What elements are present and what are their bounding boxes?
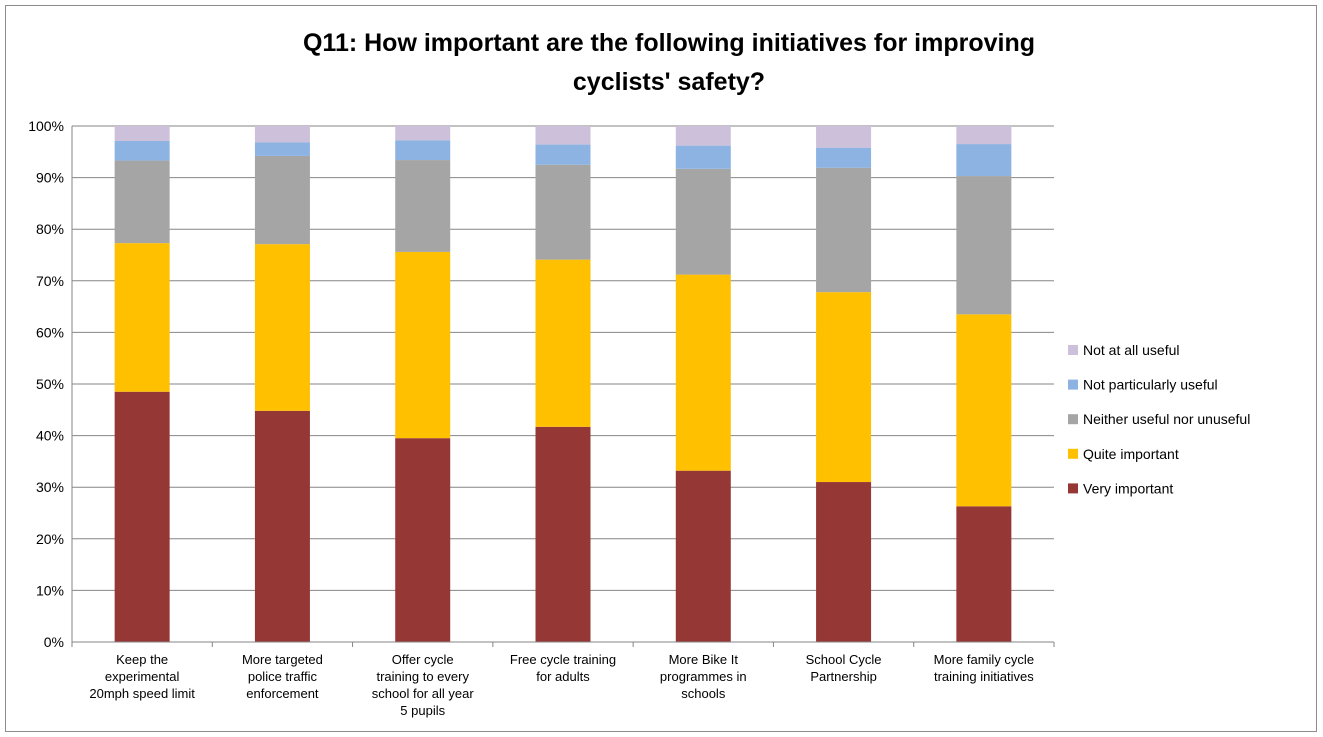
x-tick-label: Offer cycle: [392, 652, 454, 667]
bar-segment: [816, 147, 872, 168]
y-tick-label: 90%: [36, 170, 64, 186]
y-tick-label: 60%: [36, 324, 64, 340]
x-tick-label: 20mph speed limit: [89, 686, 195, 701]
bar-segment: [114, 243, 170, 392]
bar-segment: [675, 168, 731, 275]
chart-title-line-1: Q11: How important are the following ini…: [303, 29, 1035, 57]
legend-label: Not at all useful: [1083, 342, 1180, 358]
chart-title: Q11: How important are the following ini…: [303, 29, 1035, 96]
bar-segment: [114, 126, 170, 141]
x-axis: Keep the experimental 20mph speed limit Mor…: [71, 641, 1055, 718]
y-tick-label: 10%: [36, 582, 64, 598]
x-tick-label: for adults: [536, 669, 590, 684]
stacked-bar-chart: Q11: How important are the following ini…: [28, 29, 1250, 718]
y-tick-label: 100%: [28, 118, 64, 134]
bar-segment: [675, 145, 731, 169]
bar-segment: [254, 410, 310, 642]
x-tick-label: school for all year: [372, 686, 475, 701]
bar-segment: [114, 140, 170, 161]
bar-segment: [816, 292, 872, 483]
bar-segment: [675, 126, 731, 146]
bar-segment: [395, 438, 451, 642]
legend-swatch: [1068, 414, 1078, 425]
x-tick-label: experimental: [105, 669, 180, 684]
bar-segment: [114, 391, 170, 642]
bar-segment: [395, 160, 451, 252]
bar-segment: [395, 126, 451, 141]
bar-segment: [535, 426, 591, 642]
legend-label: Very important: [1083, 480, 1173, 496]
x-tick-label: training to every: [376, 669, 469, 684]
bar-segment: [254, 155, 310, 245]
bar-segment: [675, 274, 731, 471]
x-tick-label: School Cycle: [806, 652, 882, 667]
y-axis: 0% 10% 20% 30% 40% 50% 60% 70% 80% 90% 100%: [28, 118, 73, 650]
legend-label: Neither useful nor unuseful: [1083, 411, 1250, 427]
x-tick-label: training initiatives: [934, 669, 1034, 684]
bar-segment: [254, 142, 310, 156]
bar-segment: [956, 126, 1012, 145]
bar-segment: [535, 126, 591, 145]
bar-segment: [254, 244, 310, 411]
legend-label: Not particularly useful: [1083, 377, 1218, 393]
y-tick-label: 20%: [36, 531, 64, 547]
chart-title-line-2: cyclists' safety?: [573, 68, 765, 96]
x-tick-label: enforcement: [246, 686, 319, 701]
bar-segment: [956, 314, 1012, 507]
legend-swatch: [1068, 345, 1078, 355]
bar-segment: [956, 144, 1012, 177]
bar-segment: [535, 259, 591, 427]
bar-segment: [254, 126, 310, 143]
bar-segment: [535, 164, 591, 260]
y-tick-label: 80%: [36, 221, 64, 237]
legend: Not at all useful Not particularly useful…: [1068, 342, 1250, 496]
legend-label: Quite important: [1083, 446, 1179, 462]
bar-segment: [535, 144, 591, 165]
bar-series: [114, 126, 1012, 642]
legend-swatch: [1068, 379, 1078, 390]
y-tick-label: 30%: [36, 479, 64, 495]
x-tick-label: 5 pupils: [400, 703, 445, 718]
x-tick-label: police traffic: [248, 669, 318, 684]
legend-swatch: [1068, 448, 1078, 459]
bar-segment: [395, 140, 451, 161]
bar-segment: [956, 176, 1012, 315]
x-tick-label: More targeted: [242, 652, 323, 667]
bar-segment: [675, 470, 731, 642]
y-tick-label: 70%: [36, 273, 64, 289]
bar-segment: [956, 506, 1012, 642]
x-tick-label: schools: [681, 686, 726, 701]
x-tick-label: Free cycle training: [510, 652, 616, 667]
bar-segment: [816, 167, 872, 293]
x-tick-label: Partnership: [810, 669, 876, 684]
x-tick-label: More family cycle: [934, 652, 1034, 667]
x-tick-label: More Bike It: [669, 652, 739, 667]
x-tick-label: Keep the: [116, 652, 168, 667]
chart-frame: Q11: How important are the following ini…: [5, 5, 1317, 732]
y-tick-label: 40%: [36, 428, 64, 444]
bar-segment: [114, 160, 170, 244]
bar-segment: [816, 482, 872, 642]
y-tick-label: 50%: [36, 376, 64, 392]
bar-segment: [816, 126, 872, 148]
x-tick-label: programmes in: [660, 669, 747, 684]
legend-swatch: [1068, 483, 1078, 494]
y-tick-label: 0%: [44, 634, 64, 650]
bar-segment: [395, 251, 451, 439]
